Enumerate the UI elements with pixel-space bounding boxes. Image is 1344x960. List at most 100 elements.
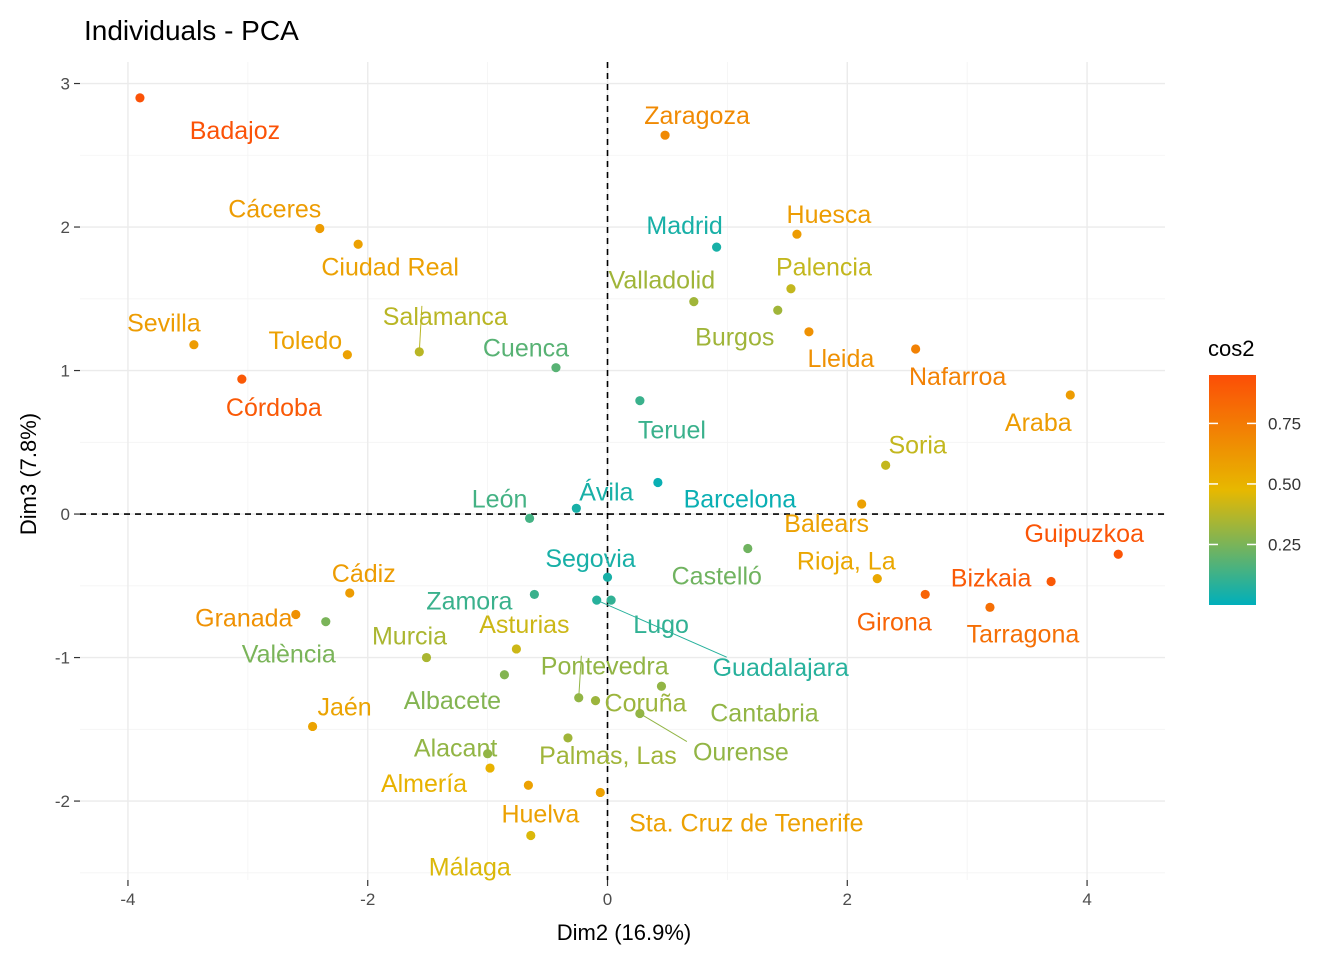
point-toledo [342,350,352,360]
point-label: Ourense [693,739,789,767]
point-salamanca [414,347,424,357]
point-label: Sevilla [127,310,201,338]
point-murcia [421,652,432,663]
point-cantabria [656,681,667,691]
point-label: Málaga [429,854,511,882]
point-coru-a [590,696,601,706]
point-c-diz [345,588,355,598]
point-label: Lleida [808,345,875,373]
y-axis-title: Dim3 (7.8%) [16,413,41,535]
point-palencia [786,284,796,294]
point-pontevedra [574,693,584,703]
reference-lines [80,62,1165,880]
point-albacete [499,670,510,680]
point-label: València [242,641,336,669]
point-alacant [483,749,493,759]
point-huelva [523,780,533,790]
point-label: Salamanca [383,303,508,331]
point-lugo [606,595,616,605]
point-palmas-las [563,733,573,743]
point-barcelona [653,477,663,488]
point-cuenca [551,363,561,373]
point-label: Rioja, La [797,548,896,576]
point-val-ncia [321,617,331,627]
point-label: Pontevedra [541,653,669,681]
x-tick-label: 2 [843,890,852,909]
point-label: Zamora [426,587,512,615]
point-label: Huesca [787,201,872,229]
legend-tick-label: 0.75 [1268,414,1301,433]
point-label: Valladolid [609,267,716,295]
point-label: Zaragoza [644,102,750,130]
point-label: Tarragona [967,620,1080,648]
point-label: Nafarroa [909,363,1006,391]
point-asturias [511,644,521,654]
legend-tick-label: 0.25 [1268,535,1301,554]
point-ourense [635,708,645,719]
point-araba [1065,390,1075,400]
point-castell- [743,543,753,554]
point-m-laga [526,830,536,841]
legend-tick-label: 0.50 [1268,475,1301,494]
point-burgos [773,305,783,315]
point-soria [881,460,891,470]
point-rioja-la [872,574,882,584]
point-label: Toledo [269,327,343,355]
point-label: Burgos [695,323,774,351]
point-zamora [529,589,539,600]
y-tick-label: -2 [55,792,70,811]
point-tarragona [985,602,995,612]
leader-line [596,599,727,658]
legend-colorbar [1209,375,1256,605]
point-label: Segovia [545,545,635,573]
point-label: Balears [784,510,869,538]
point-c-ceres [315,223,325,234]
point-label: Cantabria [710,699,818,727]
point-girona [920,589,930,600]
point-label: Bizkaia [951,565,1032,593]
point-label: Granada [195,605,292,633]
point-teruel [635,396,645,406]
point-label: Ávila [579,477,633,506]
point-label: Cuenca [483,335,569,363]
x-tick-label: 0 [603,890,612,909]
point-label: Jaén [317,693,371,721]
point-label: Teruel [638,417,706,445]
y-tick-label: -1 [55,649,70,668]
legend: cos2 0.25 0.50 0.75 [1208,336,1301,605]
point-labels: Badajoz Zaragoza Cáceres Ciudad Real Madrid H… [127,102,1144,881]
point-guadalajara [592,595,602,605]
point-bizkaia [1046,576,1056,587]
leader-lines [418,305,727,742]
x-tick-label: 4 [1082,890,1091,909]
x-axis-title: Dim2 (16.9%) [557,920,691,945]
y-tick-label: 2 [61,218,70,237]
legend-ticks: 0.25 0.50 0.75 [1209,414,1301,554]
point-label: Guadalajara [713,654,849,682]
point-guipuzkoa [1113,549,1123,559]
point-label: Palencia [776,254,872,282]
point-label: Cádiz [332,560,396,588]
point-label: Soria [888,431,946,459]
point-label: Asturias [479,611,569,639]
point-label: Coruña [605,690,687,718]
point-huesca [792,229,802,239]
point-label: Huelva [501,800,579,828]
point-sta-cruz-de-tenerife [595,787,605,798]
point-label: Guipuzkoa [1024,520,1144,548]
point-label: Palmas, Las [539,742,677,770]
point-label: Sta. Cruz de Tenerife [629,809,863,837]
x-tick-label: -4 [120,890,135,909]
point-label: Córdoba [226,394,322,422]
point-label: Cáceres [228,195,321,223]
point-nafarroa [911,344,921,354]
point-c-rdoba [237,374,247,384]
point-zaragoza [660,130,670,140]
x-tick-label: -2 [360,890,375,909]
chart-title: Individuals - PCA [84,15,299,46]
point--vila [571,503,581,513]
point-label: Albacete [404,687,501,715]
point-label: Araba [1005,409,1072,437]
leader-line [418,305,423,352]
